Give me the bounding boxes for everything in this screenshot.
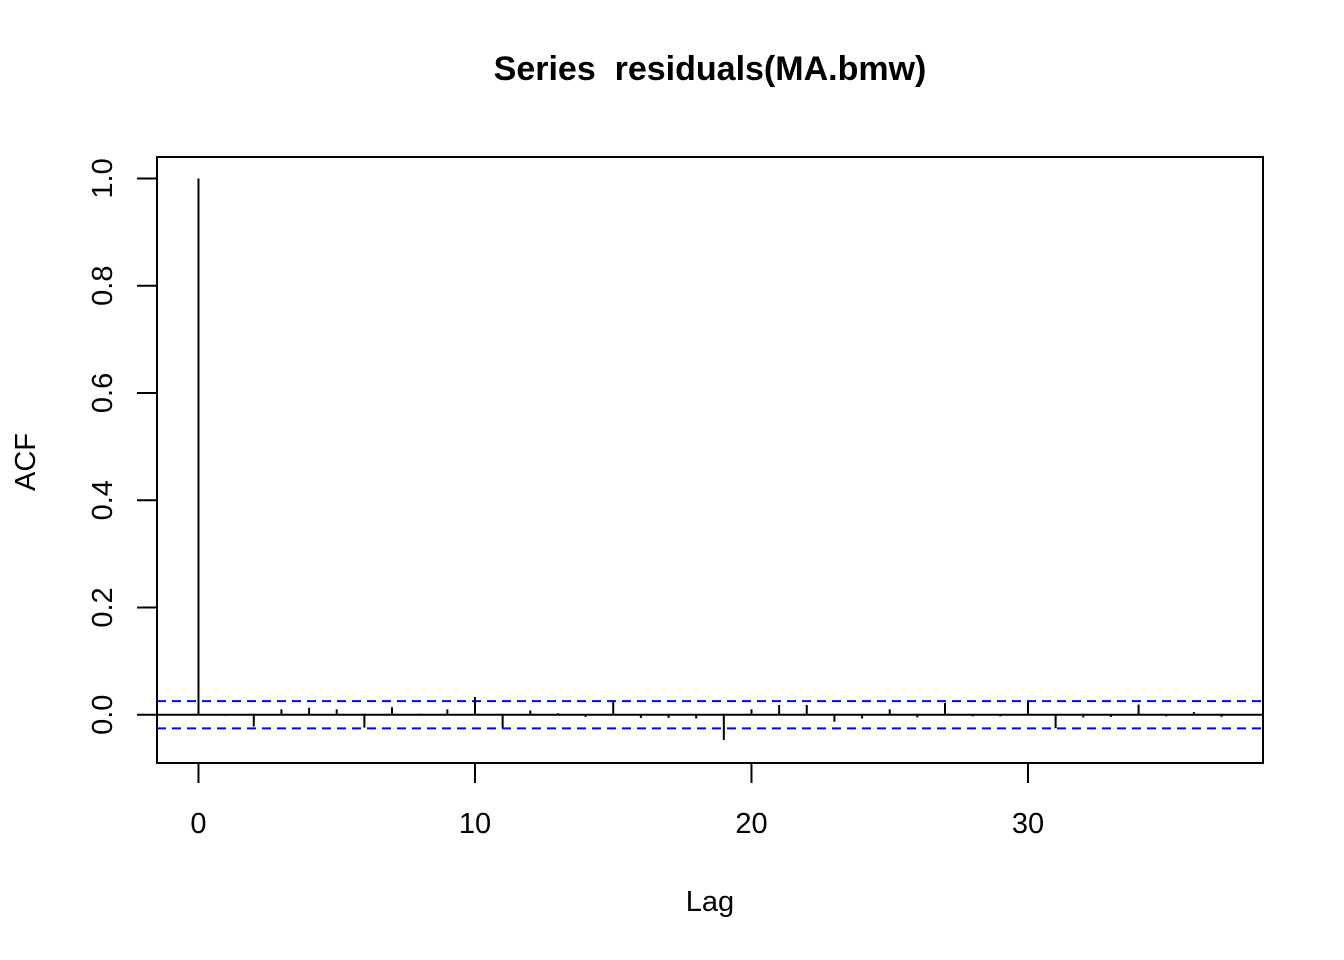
x-tick-label: 10 (459, 808, 491, 840)
x-tick-label: 20 (735, 808, 767, 840)
y-tick-label: 0.6 (87, 373, 119, 413)
y-axis-label: ACF (10, 433, 42, 491)
y-axis: 0.0 0.2 0.4 0.6 0.8 1.0 (87, 158, 158, 735)
x-axis: 0 10 20 30 (190, 762, 1044, 840)
confidence-bands (157, 700, 1263, 730)
y-tick-label: 0.2 (87, 587, 119, 627)
y-tick-label: 0.8 (87, 266, 119, 306)
chart-title: Series residuals(MA.bmw) (494, 50, 927, 88)
x-axis-label: Lag (686, 886, 734, 918)
y-tick-label: 0.0 (87, 695, 119, 735)
x-tick-label: 30 (1012, 808, 1044, 840)
plot-box (156, 156, 1264, 764)
acf-bars (197, 178, 1223, 740)
x-tick-label: 0 (190, 808, 206, 840)
y-tick-label: 0.4 (87, 480, 119, 520)
y-tick-label: 1.0 (87, 158, 119, 198)
